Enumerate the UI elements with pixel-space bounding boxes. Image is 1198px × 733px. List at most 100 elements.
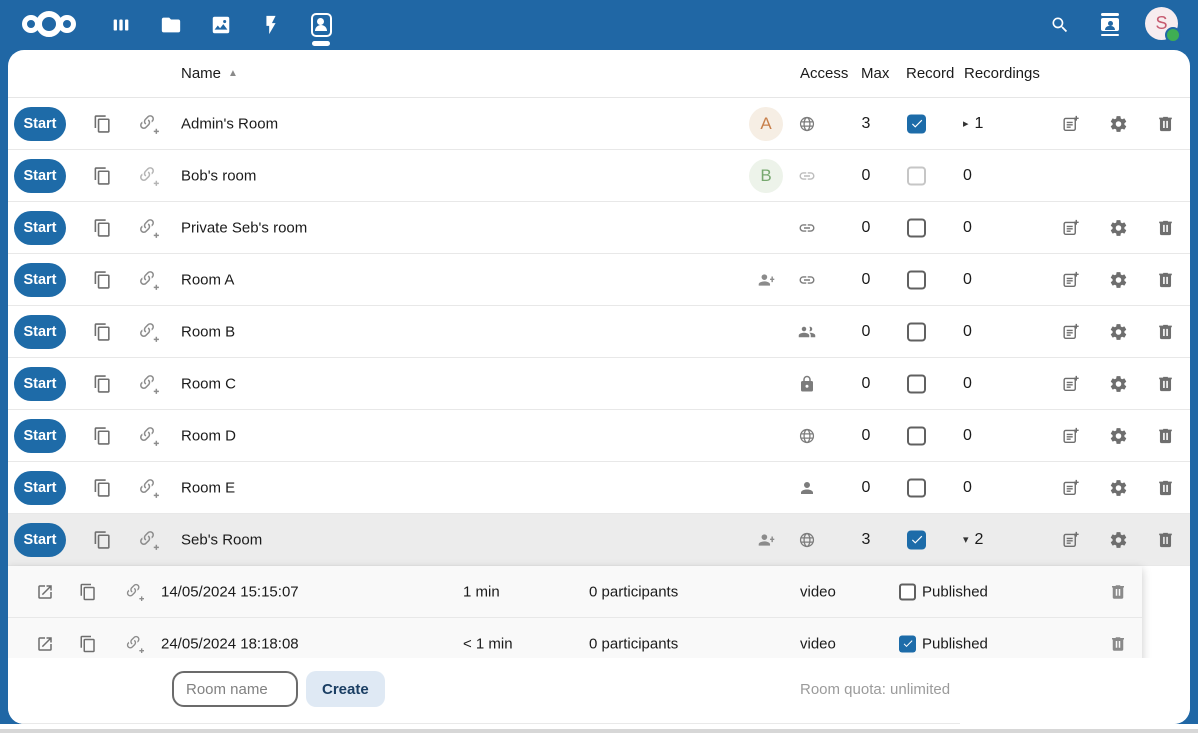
room-details-icon[interactable] xyxy=(1061,322,1080,341)
open-recording-icon[interactable] xyxy=(36,583,54,601)
user-avatar[interactable]: S xyxy=(1145,7,1181,43)
room-row[interactable]: Start Private Seb's room 0 0 xyxy=(8,202,1190,254)
delete-recording-icon[interactable] xyxy=(1109,635,1127,653)
room-row[interactable]: Start Seb's Room 3 ▾ 2 xyxy=(8,514,1190,566)
delete-room-icon[interactable] xyxy=(1156,530,1175,549)
start-room-button[interactable]: Start xyxy=(14,314,66,349)
expand-recordings-icon[interactable]: ▸ xyxy=(963,118,969,130)
start-room-button[interactable]: Start xyxy=(14,106,66,141)
record-checkbox[interactable] xyxy=(907,270,926,289)
copy-room-link-icon[interactable] xyxy=(93,166,112,185)
room-settings-icon[interactable] xyxy=(1109,530,1128,549)
copy-room-link-icon[interactable] xyxy=(93,218,112,237)
open-recording-icon[interactable] xyxy=(36,635,54,653)
room-name-input[interactable] xyxy=(172,671,298,707)
start-room-button[interactable]: Start xyxy=(14,158,66,193)
record-checkbox[interactable] xyxy=(907,218,926,237)
delete-room-icon[interactable] xyxy=(1156,114,1175,133)
room-row[interactable]: Start Admin's Room A 3 ▸ 1 xyxy=(8,98,1190,150)
delete-recording-icon[interactable] xyxy=(1109,583,1127,601)
room-row[interactable]: Start Room B 0 0 xyxy=(8,306,1190,358)
room-settings-icon[interactable] xyxy=(1109,478,1128,497)
room-details-icon[interactable] xyxy=(1061,426,1080,445)
nextcloud-logo-icon[interactable] xyxy=(22,9,80,39)
rooms-app-icon[interactable] xyxy=(309,13,333,37)
start-room-button[interactable]: Start xyxy=(14,210,66,245)
room-row[interactable]: Start Room D 0 0 xyxy=(8,410,1190,462)
room-row[interactable]: Start Room A 0 0 xyxy=(8,254,1190,306)
share-recording-link-icon[interactable] xyxy=(125,582,145,602)
room-settings-icon[interactable] xyxy=(1109,322,1128,341)
copy-room-link-icon[interactable] xyxy=(93,374,112,393)
dashboard-app-icon[interactable] xyxy=(109,13,133,37)
room-details-icon[interactable] xyxy=(1061,374,1080,393)
recordings-count[interactable]: 0 xyxy=(963,322,972,340)
delete-room-icon[interactable] xyxy=(1156,478,1175,497)
room-details-icon[interactable] xyxy=(1061,218,1080,237)
add-guest-link-icon[interactable] xyxy=(138,269,160,291)
delete-room-icon[interactable] xyxy=(1156,374,1175,393)
recordings-count[interactable]: 0 xyxy=(963,478,972,496)
create-room-button[interactable]: Create xyxy=(306,671,385,707)
search-icon[interactable] xyxy=(1047,12,1073,38)
record-checkbox[interactable] xyxy=(907,166,926,185)
start-room-button[interactable]: Start xyxy=(14,522,66,557)
room-details-icon[interactable] xyxy=(1061,530,1080,549)
record-checkbox[interactable] xyxy=(907,374,926,393)
room-row[interactable]: Start Room E 0 0 xyxy=(8,462,1190,514)
copy-room-link-icon[interactable] xyxy=(93,530,112,549)
recordings-count[interactable]: 0 xyxy=(963,374,972,392)
copy-room-link-icon[interactable] xyxy=(93,322,112,341)
photos-app-icon[interactable] xyxy=(209,13,233,37)
copy-room-link-icon[interactable] xyxy=(93,426,112,445)
add-guest-link-icon[interactable] xyxy=(138,165,160,187)
room-details-icon[interactable] xyxy=(1061,114,1080,133)
start-room-button[interactable]: Start xyxy=(14,262,66,297)
add-guest-link-icon[interactable] xyxy=(138,425,160,447)
published-checkbox[interactable] xyxy=(899,635,916,652)
add-guest-link-icon[interactable] xyxy=(138,113,160,135)
add-guest-link-icon[interactable] xyxy=(138,217,160,239)
share-recording-link-icon[interactable] xyxy=(125,634,145,654)
delete-room-icon[interactable] xyxy=(1156,322,1175,341)
activity-app-icon[interactable] xyxy=(259,13,283,37)
record-checkbox[interactable] xyxy=(907,478,926,497)
room-row[interactable]: Start Bob's room B 0 0 xyxy=(8,150,1190,202)
recordings-count[interactable]: 0 xyxy=(963,218,972,236)
copy-room-link-icon[interactable] xyxy=(93,478,112,497)
record-checkbox[interactable] xyxy=(907,322,926,341)
room-row[interactable]: Start Room C 0 0 xyxy=(8,358,1190,410)
recordings-count[interactable]: 0 xyxy=(963,166,972,184)
add-guest-link-icon[interactable] xyxy=(138,373,160,395)
recordings-count[interactable]: 0 xyxy=(963,426,972,444)
record-checkbox[interactable] xyxy=(907,114,926,133)
add-guest-link-icon[interactable] xyxy=(138,477,160,499)
add-guest-link-icon[interactable] xyxy=(138,321,160,343)
record-checkbox[interactable] xyxy=(907,530,926,549)
recordings-count[interactable]: ▾ 2 xyxy=(963,530,984,548)
record-checkbox[interactable] xyxy=(907,426,926,445)
room-settings-icon[interactable] xyxy=(1109,114,1128,133)
start-room-button[interactable]: Start xyxy=(14,366,66,401)
room-settings-icon[interactable] xyxy=(1109,426,1128,445)
copy-room-link-icon[interactable] xyxy=(93,270,112,289)
delete-room-icon[interactable] xyxy=(1156,426,1175,445)
delete-room-icon[interactable] xyxy=(1156,218,1175,237)
start-room-button[interactable]: Start xyxy=(14,470,66,505)
collapse-recordings-icon[interactable]: ▾ xyxy=(963,534,969,546)
files-app-icon[interactable] xyxy=(159,13,183,37)
room-settings-icon[interactable] xyxy=(1109,374,1128,393)
copy-recording-link-icon[interactable] xyxy=(79,583,97,601)
published-checkbox[interactable] xyxy=(899,583,916,600)
delete-room-icon[interactable] xyxy=(1156,270,1175,289)
contacts-menu-icon[interactable] xyxy=(1097,12,1123,38)
copy-recording-link-icon[interactable] xyxy=(79,635,97,653)
room-details-icon[interactable] xyxy=(1061,478,1080,497)
add-guest-link-icon[interactable] xyxy=(138,529,160,551)
copy-room-link-icon[interactable] xyxy=(93,114,112,133)
room-details-icon[interactable] xyxy=(1061,270,1080,289)
room-settings-icon[interactable] xyxy=(1109,270,1128,289)
recordings-count[interactable]: 0 xyxy=(963,270,972,288)
column-header-name[interactable]: Name ▲ xyxy=(181,65,238,82)
recording-row[interactable]: 14/05/2024 15:15:07 1 min 0 participants… xyxy=(8,566,1142,618)
